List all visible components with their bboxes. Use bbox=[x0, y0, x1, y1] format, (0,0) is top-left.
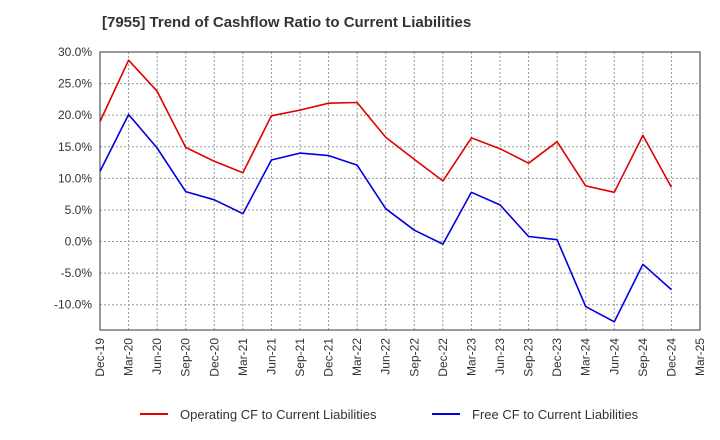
x-tick-label: Mar-20 bbox=[122, 338, 136, 376]
x-tick-label: Jun-21 bbox=[264, 338, 278, 375]
y-tick-label: 30.0% bbox=[58, 45, 92, 59]
x-tick-label: Mar-21 bbox=[236, 338, 250, 376]
x-tick-label: Jun-23 bbox=[493, 338, 507, 375]
legend-label: Operating CF to Current Liabilities bbox=[180, 407, 377, 422]
y-tick-label: 20.0% bbox=[58, 108, 92, 122]
x-tick-label: Mar-24 bbox=[579, 338, 593, 376]
y-tick-label: 15.0% bbox=[58, 140, 92, 154]
y-tick-label: -5.0% bbox=[61, 266, 93, 280]
y-tick-label: 0.0% bbox=[65, 235, 93, 249]
y-tick-label: -10.0% bbox=[54, 298, 92, 312]
x-tick-label: Jun-22 bbox=[379, 338, 393, 375]
x-tick-label: Mar-23 bbox=[464, 338, 478, 376]
x-tick-label: Jun-24 bbox=[607, 338, 621, 375]
legend-label: Free CF to Current Liabilities bbox=[472, 407, 639, 422]
y-tick-label: 10.0% bbox=[58, 171, 92, 185]
x-tick-label: Dec-21 bbox=[322, 338, 336, 377]
y-tick-label: 25.0% bbox=[58, 77, 92, 91]
x-tick-label: Dec-20 bbox=[207, 338, 221, 377]
x-tick-label: Mar-22 bbox=[350, 338, 364, 376]
x-tick-label: Dec-23 bbox=[550, 338, 564, 377]
x-tick-label: Dec-24 bbox=[664, 338, 678, 377]
plot-area-border bbox=[99, 51, 701, 331]
x-tick-label: Sep-23 bbox=[522, 338, 536, 377]
x-tick-label: Mar-25 bbox=[693, 338, 707, 376]
series-line-free-cf bbox=[99, 113, 672, 323]
x-tick-label: Sep-20 bbox=[179, 338, 193, 377]
x-tick-label: Dec-19 bbox=[93, 338, 107, 377]
series-line-operating-cf bbox=[99, 59, 673, 194]
x-tick-label: Jun-20 bbox=[150, 338, 164, 375]
x-tick-label: Sep-22 bbox=[407, 338, 421, 377]
x-tick-label: Sep-21 bbox=[293, 338, 307, 377]
y-tick-label: 5.0% bbox=[65, 203, 93, 217]
x-tick-label: Sep-24 bbox=[636, 338, 650, 377]
chart-title: [7955] Trend of Cashflow Ratio to Curren… bbox=[102, 14, 472, 31]
x-tick-label: Dec-22 bbox=[436, 338, 450, 377]
